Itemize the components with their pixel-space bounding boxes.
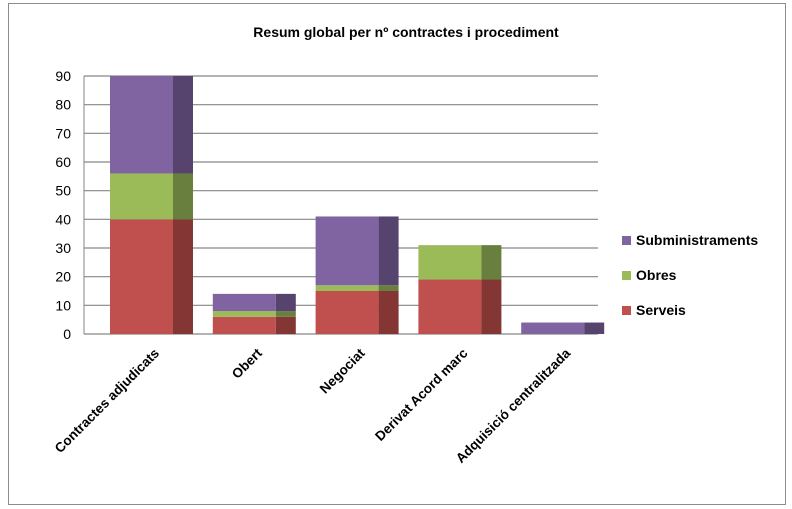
y-tick-label: 90 — [55, 68, 71, 84]
bars — [110, 76, 605, 334]
bar-segment-side — [481, 279, 502, 334]
y-tick-label: 50 — [55, 183, 71, 199]
legend-label: Subministraments — [636, 232, 758, 248]
legend-swatch — [622, 306, 631, 315]
y-tick-label: 80 — [55, 97, 71, 113]
bar-segment — [315, 291, 379, 334]
y-tick-label: 0 — [63, 326, 71, 342]
legend-label: Serveis — [636, 302, 686, 318]
bar-segment-side — [173, 173, 193, 220]
bar-segment-side — [584, 322, 605, 334]
bar-segment-side — [173, 76, 193, 174]
bar-segment — [110, 173, 173, 220]
x-axis-labels: Contractes adjudicats Obert Negociat Deriva… — [52, 345, 574, 466]
bar-segment — [110, 76, 173, 174]
x-category-label: Negociat — [317, 345, 368, 396]
bar-segment-side — [378, 285, 399, 291]
legend-label: Obres — [636, 267, 677, 283]
y-tick-label: 70 — [55, 125, 71, 141]
bar-segment — [418, 245, 482, 280]
bar-segment-side — [275, 311, 296, 317]
bar-segment-side — [173, 219, 193, 334]
legend: Subministraments Obres Serveis — [622, 232, 758, 318]
bar-segment — [212, 293, 276, 312]
y-axis-ticks: 0 10 20 30 40 50 60 70 80 90 — [55, 68, 71, 342]
bar-segment — [418, 279, 482, 334]
chart-title: Resum global per nº contractes i procedi… — [253, 24, 559, 40]
bar-segment — [110, 219, 173, 334]
bar-segment — [521, 322, 585, 334]
legend-swatch — [622, 236, 631, 245]
x-category-label: Adquisició centralitzada — [453, 345, 574, 466]
x-category-label: Derivat Acord marc — [372, 345, 471, 444]
y-tick-label: 30 — [55, 240, 71, 256]
bar-segment-side — [275, 293, 296, 312]
x-category-label: Obert — [229, 345, 265, 381]
bar-segment — [212, 316, 276, 334]
bar-segment — [315, 216, 379, 286]
bar-segment-side — [378, 291, 399, 334]
bar-segment-side — [481, 245, 502, 280]
bar-segment-side — [378, 216, 399, 286]
y-tick-label: 20 — [55, 269, 71, 285]
bar-segment-side — [275, 316, 296, 334]
y-tick-label: 60 — [55, 154, 71, 170]
x-category-label: Contractes adjudicats — [52, 346, 162, 456]
y-tick-label: 40 — [55, 211, 71, 227]
y-tick-label: 10 — [55, 297, 71, 313]
bar-segment — [315, 285, 379, 291]
legend-swatch — [622, 271, 631, 280]
bar-segment — [212, 311, 276, 317]
